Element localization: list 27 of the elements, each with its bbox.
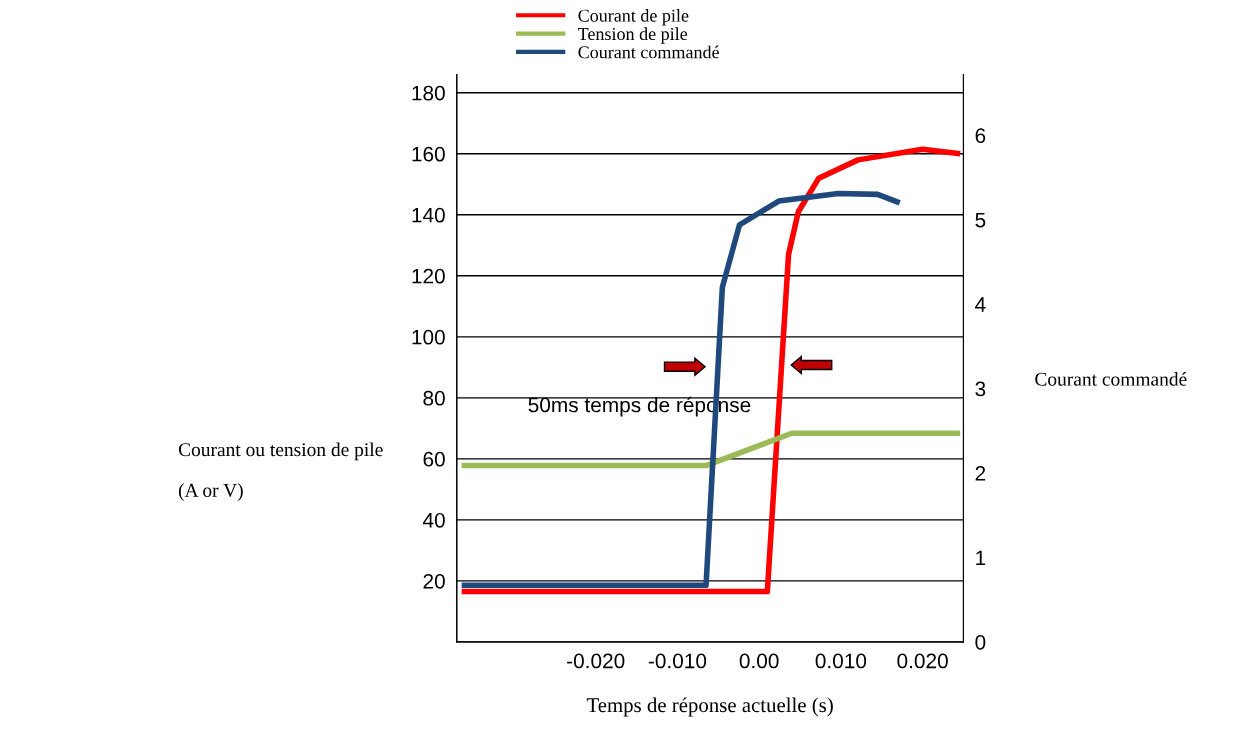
- legend-label: Courant commandé: [578, 45, 719, 59]
- y-tick-label: 20: [423, 573, 445, 589]
- legend-label: Tension de pile: [577, 27, 688, 44]
- y-tick-label: 180: [412, 85, 445, 101]
- y2-tick-label: 5: [975, 212, 986, 228]
- x-tick-label: -0.020: [567, 653, 625, 669]
- x-tick-label: 0.020: [897, 653, 948, 669]
- y2-tick-label: 0: [975, 634, 986, 650]
- y2-tick-label: 2: [975, 466, 986, 481]
- x-tick-label: 0.010: [815, 653, 867, 669]
- y-tick-label: 100: [412, 329, 445, 345]
- y-axis-title: Courant ou tension de pile (A or V): [178, 442, 383, 501]
- y-tick-label: 80: [423, 390, 445, 406]
- y-tick-label: 160: [412, 146, 445, 162]
- y2-tick-label: 6: [975, 128, 986, 143]
- y2-tick-label: 3: [975, 381, 986, 397]
- y-tick-label: 60: [423, 451, 445, 467]
- y2-tick-label: 4: [975, 297, 986, 312]
- x-tick-label: -0.010: [648, 653, 707, 669]
- y-tick-label: 140: [412, 207, 445, 223]
- y-tick-label: 120: [412, 268, 445, 284]
- x-tick-label: 0.00: [739, 653, 779, 669]
- y2-axis-title: Courant commandé: [1035, 372, 1187, 386]
- y-tick-label: 40: [422, 512, 445, 528]
- x-axis-title: Temps de réponse actuelle (s): [586, 697, 833, 717]
- legend-label: Courant de pile: [578, 9, 689, 26]
- y2-tick-label: 1: [976, 550, 986, 566]
